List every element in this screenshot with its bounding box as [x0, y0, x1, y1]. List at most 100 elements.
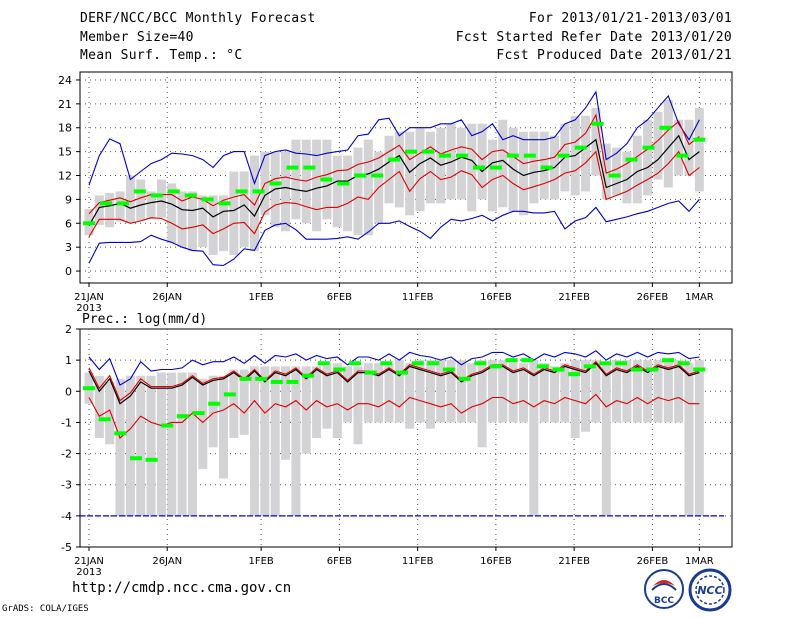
spread-box — [467, 363, 477, 423]
x-tick-label: 21FEB — [558, 556, 590, 567]
member-size-label: Member Size=40 — [80, 30, 194, 45]
spread-box — [456, 127, 466, 200]
member-marker — [364, 370, 377, 375]
spread-box — [570, 360, 580, 438]
spread-box — [187, 191, 197, 252]
spread-box — [477, 123, 487, 200]
spread-box — [529, 131, 539, 204]
spread-box — [632, 135, 642, 204]
spread-box — [208, 195, 218, 256]
spread-box — [146, 375, 156, 516]
member-marker — [693, 367, 706, 372]
member-marker — [693, 137, 706, 142]
member-marker — [396, 370, 408, 375]
member-marker — [455, 153, 468, 158]
member-marker — [354, 173, 367, 178]
member-marker — [489, 364, 502, 369]
member-marker — [83, 221, 95, 226]
spread-box — [94, 195, 104, 225]
spread-box — [363, 363, 373, 423]
spread-box — [374, 363, 384, 423]
spread-box — [612, 147, 622, 196]
spread-box — [312, 139, 322, 232]
member-marker — [286, 379, 299, 384]
member-marker — [583, 364, 596, 369]
series-line-outer-low — [88, 199, 700, 267]
spread-box — [105, 193, 115, 228]
spread-box — [591, 360, 601, 423]
spread-box — [332, 363, 342, 438]
spread-box — [498, 119, 508, 208]
member-marker — [615, 361, 628, 366]
y-tick-label: -2 — [61, 448, 72, 461]
member-marker — [239, 376, 252, 381]
x-tick-label: 26FEB — [637, 292, 669, 303]
member-marker — [380, 361, 393, 366]
spread-box — [260, 366, 270, 516]
member-marker — [269, 181, 282, 186]
spread-box — [208, 375, 218, 448]
member-marker — [625, 157, 638, 162]
spread-box — [415, 127, 425, 212]
spread-box — [529, 360, 539, 516]
spread-box — [612, 360, 622, 423]
y-tick-label: 24 — [58, 74, 72, 87]
x-tick-label: 26JAN — [152, 556, 182, 567]
plot-frame — [79, 71, 733, 284]
member-marker — [145, 457, 158, 462]
member-marker — [506, 153, 519, 158]
x-tick-label: 21JAN — [74, 556, 104, 567]
member-marker — [521, 358, 534, 363]
spread-box — [674, 119, 684, 176]
member-marker — [218, 201, 231, 206]
variable-label: Mean Surf. Temp.: °C — [80, 48, 243, 63]
spread-box — [218, 195, 228, 252]
x-tick-label: 11FEB — [402, 292, 434, 303]
spread-box — [694, 360, 704, 516]
y-tick-label: 12 — [58, 170, 72, 183]
spread-box — [270, 366, 280, 516]
member-marker — [599, 361, 612, 366]
member-marker — [552, 367, 565, 372]
member-marker — [427, 361, 440, 366]
y-tick-label: -3 — [61, 479, 72, 492]
member-marker — [659, 125, 672, 130]
spread-box — [425, 131, 435, 204]
member-marker — [442, 367, 455, 372]
y-tick-label: 3 — [65, 241, 72, 254]
x-tick-label: 21FEB — [558, 292, 590, 303]
forecast-period: For 2013/01/21-2013/03/01 — [528, 11, 732, 26]
member-marker — [255, 376, 268, 381]
member-marker — [574, 145, 587, 150]
member-marker — [349, 361, 362, 366]
spread-box — [550, 366, 560, 423]
spread-box — [187, 372, 197, 516]
ncc-logo-text: NCC — [697, 584, 722, 597]
spread-box — [125, 175, 135, 224]
x-tick-label: 11FEB — [402, 556, 434, 567]
spread-box — [394, 131, 404, 208]
x-tick-label: 26FEB — [637, 556, 669, 567]
spread-box — [601, 363, 611, 516]
x-tick-label: 1FEB — [249, 556, 274, 567]
member-marker — [540, 165, 553, 170]
spread-box — [177, 191, 187, 248]
spread-box — [456, 360, 466, 423]
plot-frame — [79, 328, 733, 548]
spread-box — [125, 375, 135, 516]
spread-box — [539, 363, 549, 423]
x-tick-label: 21JAN — [74, 292, 104, 303]
source-url[interactable]: http://cmdp.ncc.cma.gov.cn — [72, 580, 292, 596]
member-marker — [337, 181, 350, 186]
spread-box — [487, 360, 497, 423]
member-marker — [439, 153, 452, 158]
spread-box — [198, 195, 208, 248]
member-marker — [99, 201, 112, 206]
series-line-inner-low — [88, 150, 700, 238]
spread-box — [684, 119, 694, 176]
spread-box — [487, 139, 497, 212]
spread-box — [136, 375, 146, 516]
spread-box — [560, 363, 570, 423]
member-marker — [192, 411, 205, 416]
spread-box — [518, 131, 528, 216]
